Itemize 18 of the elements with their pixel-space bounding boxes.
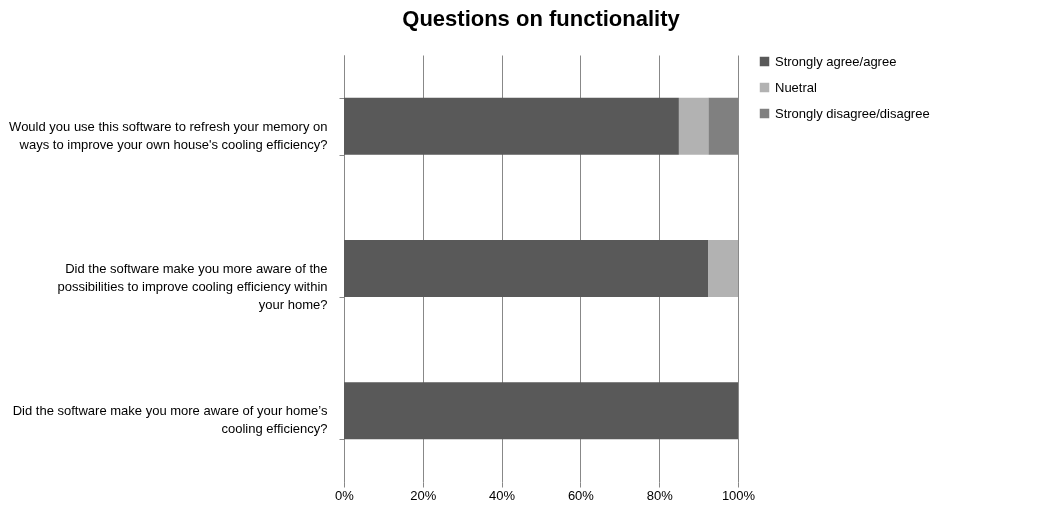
- y-tick-label: Did the software make you more aware of the possibilities to improve cooling efficiency within your home?: [57, 261, 328, 312]
- legend-label: Nuetral: [775, 79, 818, 95]
- x-tick-label: 100%: [721, 487, 756, 503]
- x-tick-label: 40%: [489, 487, 516, 503]
- x-tick-label: 20%: [410, 487, 437, 503]
- bar: [344, 382, 738, 440]
- legend-label: Strongly agree/agree: [775, 53, 897, 69]
- x-tick-label: 80%: [646, 487, 674, 503]
- legend-label: Strongly disagree/disagree: [775, 105, 930, 121]
- bar: [344, 97, 679, 155]
- y-tick-label: Did the software make you more aware of your home’s cooling efficiency?: [12, 403, 328, 437]
- bar: [708, 240, 738, 297]
- bar: [344, 240, 709, 297]
- chart-title: Questions on functionality: [402, 6, 681, 31]
- x-tick-label: 0%: [335, 487, 355, 503]
- y-tick-label: Would you use this software to refresh your memory on ways to improve your own house's cooling efficiency?: [9, 118, 328, 152]
- x-tick-label: 60%: [567, 487, 595, 503]
- bar: [678, 97, 709, 155]
